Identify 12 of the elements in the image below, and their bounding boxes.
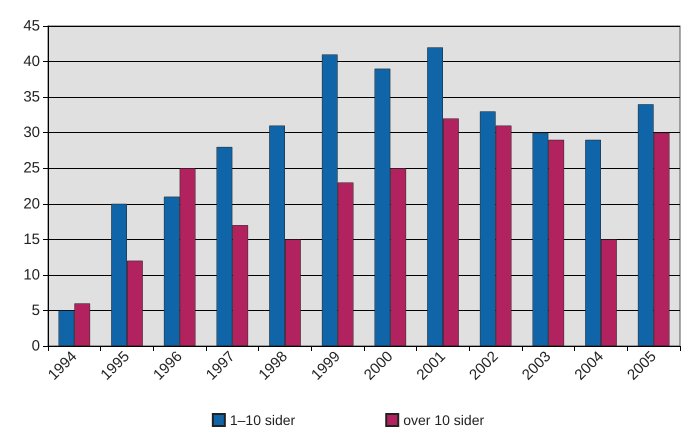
legend-label: 1–10 sider [230,412,296,428]
y-tick-label: 15 [23,230,40,248]
y-tick-label: 35 [23,88,40,106]
y-tick-label: 40 [23,53,40,70]
legend-label: over 10 sider [403,412,484,428]
y-tick-label: 10 [23,266,40,284]
y-tick-label: 25 [23,160,40,177]
y-tick-label: 0 [32,338,40,354]
y-tick-label: 30 [23,124,40,142]
y-tick-label: 5 [32,302,40,319]
y-tick-label: 20 [23,195,40,212]
y-tick-label: 45 [23,18,40,34]
